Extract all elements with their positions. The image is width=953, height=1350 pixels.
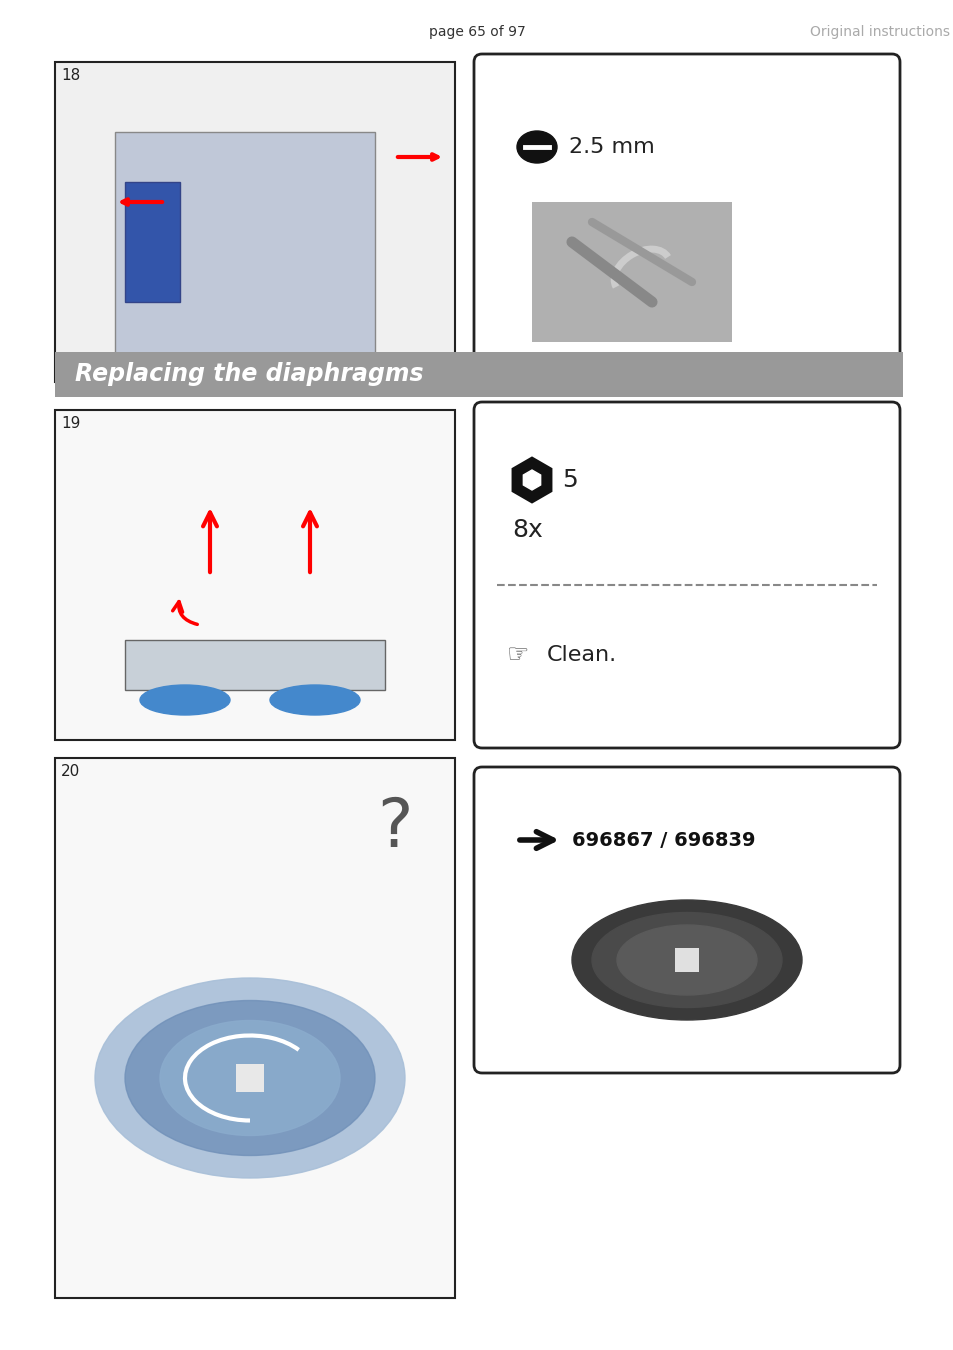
Ellipse shape xyxy=(125,1000,375,1156)
Ellipse shape xyxy=(95,977,405,1179)
Text: Original instructions: Original instructions xyxy=(809,26,949,39)
Polygon shape xyxy=(513,458,551,502)
Text: Clean.: Clean. xyxy=(546,645,617,666)
FancyBboxPatch shape xyxy=(474,402,899,748)
Text: page 65 of 97: page 65 of 97 xyxy=(428,26,525,39)
FancyBboxPatch shape xyxy=(115,132,375,373)
Text: 19: 19 xyxy=(61,417,80,432)
Text: 5: 5 xyxy=(561,468,578,491)
Text: 20: 20 xyxy=(61,764,80,779)
Ellipse shape xyxy=(140,684,230,716)
FancyBboxPatch shape xyxy=(125,182,180,302)
Text: 696867 / 696839: 696867 / 696839 xyxy=(572,830,755,849)
Text: ?: ? xyxy=(377,795,413,861)
FancyBboxPatch shape xyxy=(55,757,455,1297)
FancyBboxPatch shape xyxy=(675,948,699,972)
FancyBboxPatch shape xyxy=(532,202,731,342)
FancyBboxPatch shape xyxy=(474,54,899,390)
FancyBboxPatch shape xyxy=(235,1064,264,1092)
Text: 8x: 8x xyxy=(512,518,542,541)
Ellipse shape xyxy=(270,684,359,716)
Ellipse shape xyxy=(617,925,757,995)
FancyBboxPatch shape xyxy=(55,410,455,740)
Text: 2.5 mm: 2.5 mm xyxy=(568,136,654,157)
FancyBboxPatch shape xyxy=(125,640,385,690)
Ellipse shape xyxy=(517,131,557,163)
Text: ☞: ☞ xyxy=(506,643,529,667)
FancyBboxPatch shape xyxy=(55,62,455,382)
Ellipse shape xyxy=(572,900,801,1021)
Polygon shape xyxy=(523,470,540,490)
Ellipse shape xyxy=(592,913,781,1007)
Text: Replacing the diaphragms: Replacing the diaphragms xyxy=(75,363,423,386)
Ellipse shape xyxy=(160,1021,339,1135)
FancyBboxPatch shape xyxy=(55,352,902,397)
FancyBboxPatch shape xyxy=(474,767,899,1073)
Text: 18: 18 xyxy=(61,69,80,84)
